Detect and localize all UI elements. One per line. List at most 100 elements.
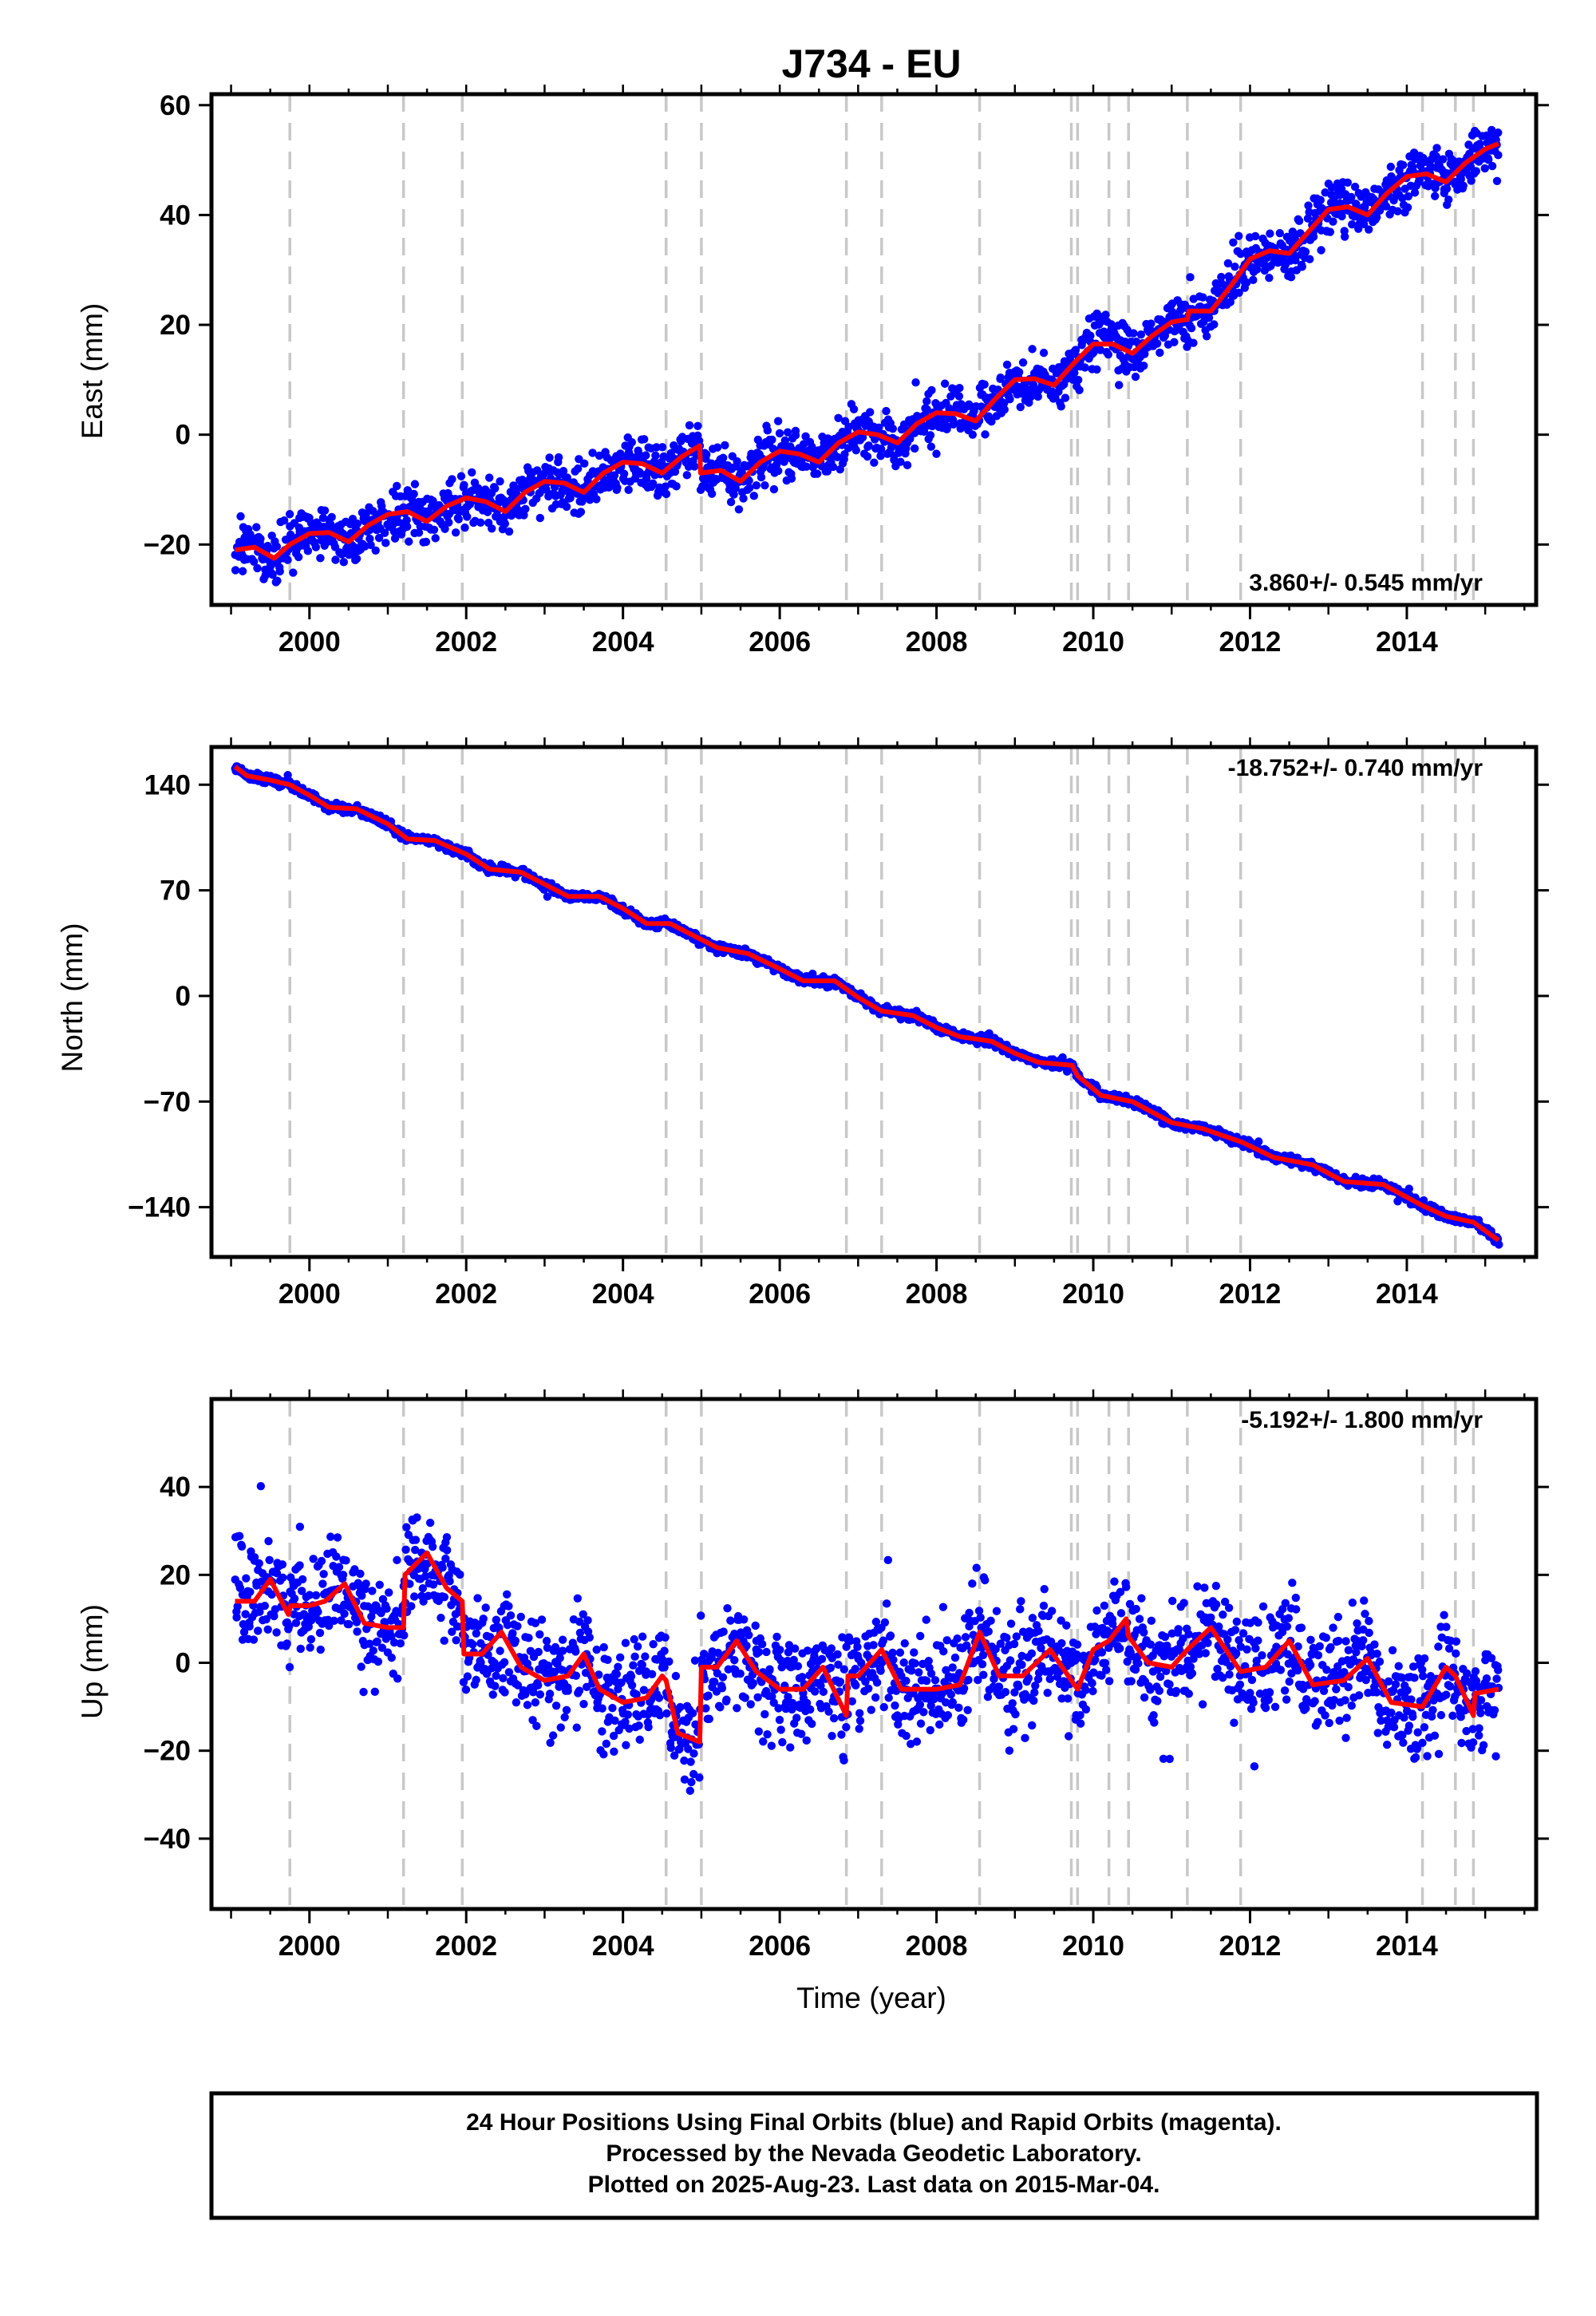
data-point xyxy=(752,481,761,490)
data-point xyxy=(608,1703,617,1713)
data-point xyxy=(1304,201,1313,210)
data-point xyxy=(1202,332,1211,341)
data-point xyxy=(524,1634,533,1642)
data-point xyxy=(333,1533,342,1542)
data-point xyxy=(863,452,872,461)
data-point xyxy=(903,460,912,470)
data-point xyxy=(534,1681,543,1690)
data-point xyxy=(839,1665,848,1674)
data-point xyxy=(562,502,571,512)
data-point xyxy=(571,1647,580,1656)
data-point xyxy=(1432,152,1440,160)
data-point xyxy=(537,1615,547,1624)
data-point xyxy=(407,1602,416,1611)
data-point xyxy=(1147,319,1156,328)
data-point xyxy=(729,490,738,499)
data-point xyxy=(940,379,950,388)
data-point xyxy=(621,1638,630,1647)
data-point xyxy=(819,1687,828,1697)
y-tick-label: 70 xyxy=(160,875,191,907)
data-point xyxy=(911,444,919,453)
data-point xyxy=(922,405,931,414)
data-point xyxy=(1410,188,1420,197)
data-point xyxy=(353,1627,361,1636)
data-point xyxy=(546,1738,555,1747)
data-point xyxy=(1071,346,1080,354)
data-point xyxy=(528,1716,537,1725)
data-point xyxy=(751,1621,760,1630)
data-point xyxy=(250,557,259,566)
data-point xyxy=(504,1602,513,1611)
data-point xyxy=(535,1690,545,1699)
data-point xyxy=(543,1643,552,1652)
data-point xyxy=(1075,385,1084,395)
data-point xyxy=(442,1546,452,1555)
data-point xyxy=(325,1621,334,1630)
data-point xyxy=(932,449,941,458)
data-point xyxy=(583,1616,592,1625)
data-point xyxy=(283,555,292,564)
data-point xyxy=(504,1668,514,1677)
data-point xyxy=(556,1723,565,1732)
data-point xyxy=(445,1577,454,1586)
data-point xyxy=(676,1702,685,1712)
data-point xyxy=(1016,402,1025,412)
east-y-axis-label: East (mm) xyxy=(76,303,109,440)
y-tick-label: −140 xyxy=(128,1192,191,1223)
data-point xyxy=(876,445,886,453)
data-point xyxy=(1398,160,1408,170)
x-tick-label: 2010 xyxy=(1062,626,1124,658)
data-point xyxy=(624,485,633,495)
data-point xyxy=(267,1590,276,1599)
data-point xyxy=(648,479,658,488)
plot-frame xyxy=(209,92,1539,607)
data-point xyxy=(639,435,649,444)
data-point xyxy=(532,466,542,475)
data-point xyxy=(1430,192,1440,200)
data-point xyxy=(575,1617,584,1626)
data-point xyxy=(490,484,500,493)
data-point xyxy=(1472,167,1480,176)
data-point xyxy=(722,1695,731,1704)
data-point xyxy=(421,537,431,547)
data-point xyxy=(834,1660,843,1669)
data-point xyxy=(864,441,873,450)
data-point xyxy=(576,508,586,516)
data-point xyxy=(542,1636,551,1646)
data-point xyxy=(1156,348,1164,358)
data-point xyxy=(627,1681,637,1690)
data-point xyxy=(707,1654,716,1662)
data-point xyxy=(500,520,509,528)
data-point xyxy=(1316,196,1325,204)
data-point xyxy=(685,1786,694,1796)
data-point xyxy=(263,1625,272,1634)
data-point xyxy=(733,456,741,466)
data-point xyxy=(425,1518,435,1528)
data-point xyxy=(1092,365,1101,374)
data-point xyxy=(672,482,681,491)
data-point xyxy=(649,1640,658,1649)
data-point xyxy=(296,1644,305,1654)
data-point xyxy=(291,1618,301,1627)
data-point xyxy=(796,1729,806,1738)
data-point xyxy=(1325,227,1335,236)
data-point xyxy=(492,1615,501,1624)
data-point xyxy=(506,1611,516,1620)
data-point xyxy=(896,457,905,466)
data-point xyxy=(357,1662,365,1671)
data-point xyxy=(762,1647,771,1657)
data-point xyxy=(866,408,875,417)
data-point xyxy=(1467,176,1476,185)
data-point xyxy=(836,1678,845,1686)
data-point xyxy=(279,516,289,525)
data-point xyxy=(741,1694,749,1702)
data-point xyxy=(636,469,645,478)
data-point xyxy=(572,1723,581,1732)
data-point xyxy=(272,1568,282,1578)
data-point xyxy=(690,1656,700,1665)
data-point xyxy=(521,504,530,513)
data-point xyxy=(1403,203,1412,212)
data-point xyxy=(922,397,931,406)
y-tick-label: 0 xyxy=(176,420,191,451)
data-point xyxy=(610,471,619,480)
